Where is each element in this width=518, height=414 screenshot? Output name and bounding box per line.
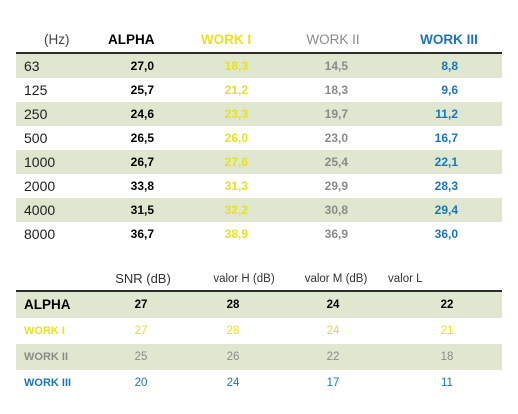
l-value: 21 xyxy=(440,325,454,337)
table-row: WORK II 25 26 22 18 xyxy=(16,344,502,370)
snr-table-header: SNR (dB) valor H (dB) valor M (dB) valor… xyxy=(16,268,502,292)
header-work3: WORK III xyxy=(420,32,478,47)
snr-value: 20 xyxy=(134,377,148,389)
alpha-value: 24,6 xyxy=(130,107,154,121)
m-value: 24 xyxy=(326,325,340,337)
row-label: WORK II xyxy=(24,351,68,363)
row-label: ALPHA xyxy=(24,297,71,312)
work2-value: 30,8 xyxy=(324,203,348,217)
snr-value: 25 xyxy=(134,351,148,363)
work1-value: 31,3 xyxy=(224,179,248,193)
l-value: 22 xyxy=(440,299,454,311)
work1-value: 38,9 xyxy=(224,227,248,241)
work1-value: 27,6 xyxy=(224,155,248,169)
h-value: 28 xyxy=(226,299,240,311)
attenuation-table-header: (Hz) ALPHA WORK I WORK II WORK III xyxy=(16,28,502,54)
alpha-value: 33,8 xyxy=(130,179,154,193)
header-l-value: valor L xyxy=(388,273,423,285)
table-row: 125 25,7 21,2 18,3 9,6 xyxy=(16,78,502,102)
h-value: 26 xyxy=(226,351,240,363)
table-row: WORK I 27 28 24 21 xyxy=(16,318,502,344)
table-row: 500 26,5 26,0 23,0 16,7 xyxy=(16,126,502,150)
work2-value: 19,7 xyxy=(324,107,348,121)
work2-value: 29,9 xyxy=(324,179,348,193)
header-snr: SNR (dB) xyxy=(115,271,171,286)
frequency-cell: 1000 xyxy=(24,154,56,170)
work3-value: 16,7 xyxy=(434,131,458,145)
work3-value: 28,3 xyxy=(434,179,458,193)
work3-value: 9,6 xyxy=(441,83,458,97)
table-row: WORK III 20 24 17 11 xyxy=(16,370,502,396)
h-value: 28 xyxy=(226,325,240,337)
row-label: WORK III xyxy=(24,377,72,389)
alpha-value: 26,5 xyxy=(130,131,154,145)
header-work2: WORK II xyxy=(306,32,360,47)
table-row: 250 24,6 23,3 19,7 11,2 xyxy=(16,102,502,126)
work2-value: 18,3 xyxy=(324,83,348,97)
header-work1: WORK I xyxy=(200,32,252,47)
alpha-value: 25,7 xyxy=(130,83,154,97)
table-row: 2000 33,8 31,3 29,9 28,3 xyxy=(16,174,502,198)
work1-value: 18,3 xyxy=(224,59,248,73)
attenuation-table: (Hz) ALPHA WORK I WORK II WORK III 63 27… xyxy=(16,28,502,246)
alpha-value: 26,7 xyxy=(130,155,154,169)
header-hz: (Hz) xyxy=(44,32,70,47)
row-label: WORK I xyxy=(24,325,65,337)
frequency-cell: 250 xyxy=(24,106,48,122)
snr-value: 27 xyxy=(134,299,148,311)
m-value: 17 xyxy=(326,377,340,389)
work1-value: 21,2 xyxy=(224,83,248,97)
table-row: 1000 26,7 27,6 25,4 22,1 xyxy=(16,150,502,174)
work3-value: 36,0 xyxy=(434,227,458,241)
header-h-value: valor H (dB) xyxy=(213,273,275,285)
snr-table: SNR (dB) valor H (dB) valor M (dB) valor… xyxy=(16,268,502,396)
l-value: 11 xyxy=(441,377,453,389)
alpha-value: 27,0 xyxy=(130,59,154,73)
frequency-cell: 500 xyxy=(24,130,48,146)
work3-value: 29,4 xyxy=(434,203,458,217)
table-row: ALPHA 27 28 24 22 xyxy=(16,292,502,318)
h-value: 24 xyxy=(226,377,240,389)
table-row: 63 27,0 18,3 14,5 8,8 xyxy=(16,54,502,78)
snr-value: 27 xyxy=(134,325,148,337)
frequency-cell: 4000 xyxy=(24,202,56,218)
m-value: 24 xyxy=(326,299,340,311)
work1-value: 23,3 xyxy=(224,107,248,121)
work2-value: 14,5 xyxy=(324,59,348,73)
work3-value: 11,2 xyxy=(435,107,458,121)
work3-value: 8,8 xyxy=(441,59,458,73)
work3-value: 22,1 xyxy=(434,155,458,169)
frequency-cell: 8000 xyxy=(24,226,56,242)
m-value: 22 xyxy=(326,351,340,363)
work1-value: 32,2 xyxy=(224,203,248,217)
alpha-value: 31,5 xyxy=(130,203,154,217)
frequency-cell: 2000 xyxy=(24,178,56,194)
frequency-cell: 63 xyxy=(24,58,40,74)
work1-value: 26,0 xyxy=(224,131,248,145)
frequency-cell: 125 xyxy=(24,82,48,98)
table-row: 4000 31,5 32,2 30,8 29,4 xyxy=(16,198,502,222)
work2-value: 36,9 xyxy=(324,227,348,241)
work2-value: 25,4 xyxy=(324,155,348,169)
alpha-value: 36,7 xyxy=(130,227,154,241)
header-m-value: valor M (dB) xyxy=(304,273,368,285)
header-alpha: ALPHA xyxy=(108,32,155,47)
table-row: 8000 36,7 38,9 36,9 36,0 xyxy=(16,222,502,246)
work2-value: 23,0 xyxy=(324,131,348,145)
l-value: 18 xyxy=(440,351,454,363)
